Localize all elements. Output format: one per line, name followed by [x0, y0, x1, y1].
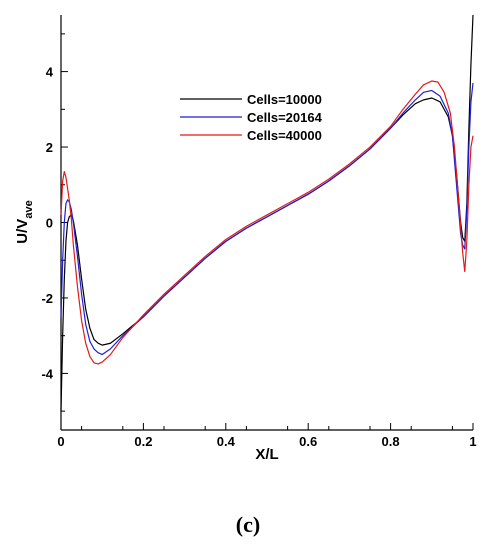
legend-label-0: Cells=10000 [247, 92, 322, 107]
y-axis-title: U/Vave [14, 200, 35, 243]
x-tick-label: 0.8 [382, 434, 400, 449]
svg-text:U/Vave: U/Vave [14, 200, 35, 243]
legend: Cells=10000 Cells=20164 Cells=40000 [180, 92, 323, 143]
x-tick-label: 1 [469, 434, 476, 449]
x-tick-label: 0.4 [217, 434, 236, 449]
x-tick-label: 0 [57, 434, 64, 449]
legend-label-2: Cells=40000 [247, 128, 322, 143]
y-axis-title-main: U/V [14, 219, 31, 244]
legend-label-1: Cells=20164 [247, 110, 323, 125]
y-tick-label: -4 [41, 366, 53, 381]
series-line-2 [60, 80, 474, 365]
series-line-0 [60, 14, 474, 412]
y-tick-label: -2 [41, 291, 53, 306]
y-tick-label: 4 [46, 65, 54, 80]
y-axis-title-sub: ave [23, 200, 35, 218]
y-tick-label: 2 [46, 140, 53, 155]
x-axis-title: X/L [255, 446, 278, 463]
series-line-1 [60, 82, 474, 356]
series-layer [60, 14, 474, 412]
y-tick-label: 0 [46, 216, 53, 231]
axis-ticks: 0 0.2 0.4 0.6 0.8 1 -4 -2 0 2 4 [41, 33, 477, 449]
x-tick-label: 0.2 [134, 434, 152, 449]
figure-caption: (c) [236, 512, 260, 537]
plot-area: 0 0.2 0.4 0.6 0.8 1 -4 -2 0 2 4 [41, 14, 477, 449]
x-tick-label: 0.6 [299, 434, 317, 449]
